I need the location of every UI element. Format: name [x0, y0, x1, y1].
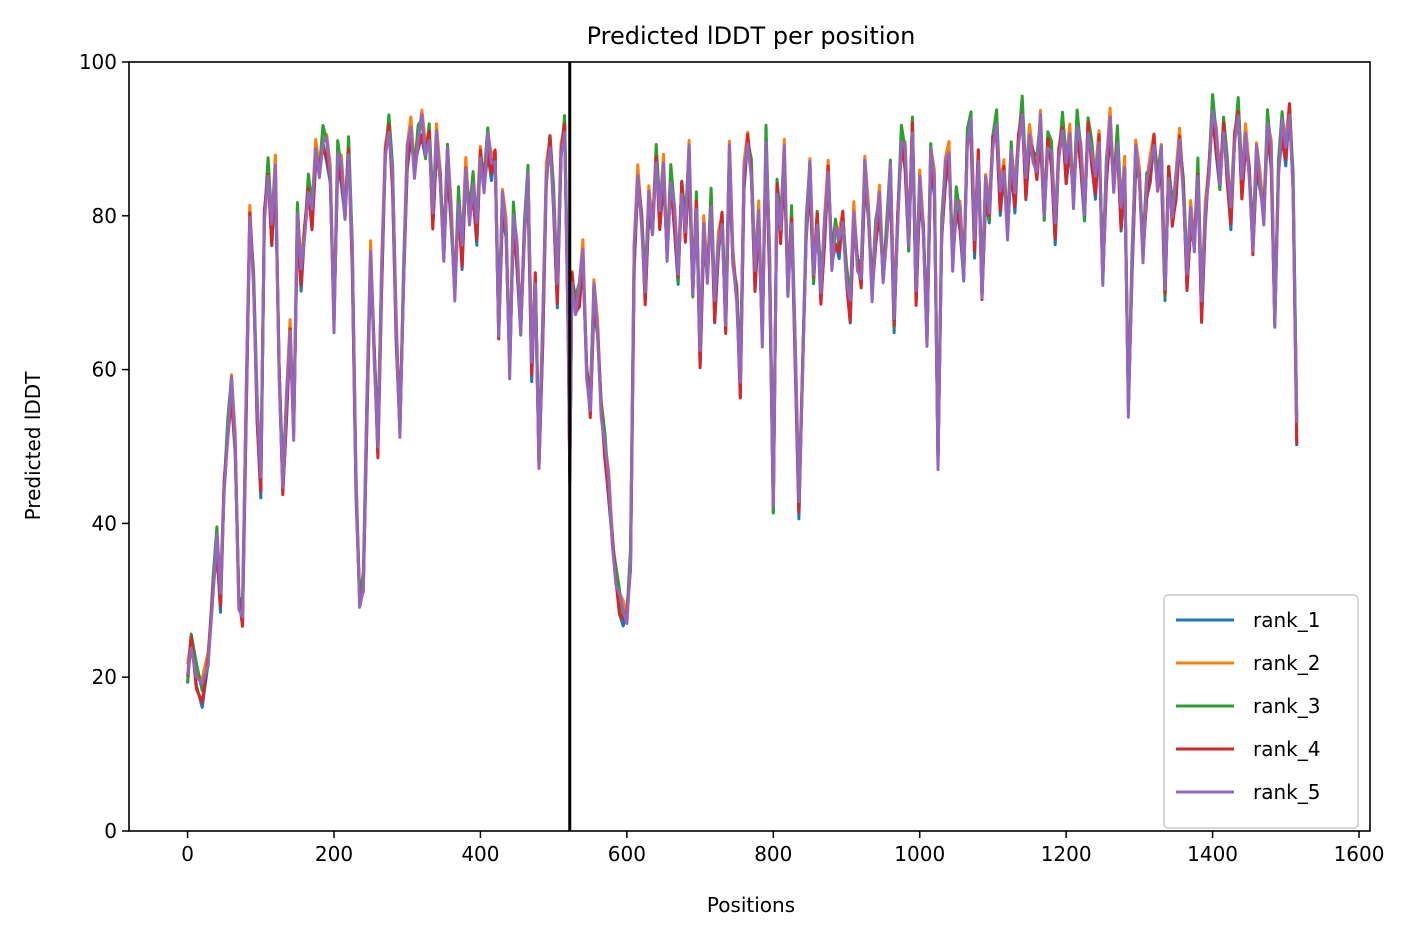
legend: rank_1 rank_2 rank_3 rank_4 rank_5 — [1163, 594, 1359, 829]
y-tick-label: 100 — [79, 50, 117, 74]
legend-label-rank_4: rank_4 — [1253, 737, 1320, 761]
x-tick-label: 1200 — [1041, 842, 1092, 866]
legend-label-rank_1: rank_1 — [1253, 608, 1320, 632]
plot-lines — [186, 93, 1299, 709]
x-tick-label: 200 — [315, 842, 353, 866]
x-tick-label: 1000 — [894, 842, 945, 866]
y-tick-label: 40 — [92, 511, 117, 535]
legend-label-rank_3: rank_3 — [1253, 694, 1320, 718]
series-line-rank_5 — [186, 109, 1299, 685]
x-axis-ticks: 0 200 400 600 800 1000 1200 1400 1600 — [181, 831, 1384, 866]
y-tick-label: 0 — [104, 819, 117, 843]
legend-frame — [1163, 594, 1359, 829]
legend-label-rank_2: rank_2 — [1253, 651, 1320, 675]
x-tick-label: 400 — [461, 842, 499, 866]
y-tick-label: 60 — [92, 358, 117, 382]
y-axis-ticks: 0 20 40 60 80 100 — [79, 50, 129, 843]
legend-label-rank_5: rank_5 — [1253, 780, 1320, 804]
x-tick-label: 600 — [608, 842, 646, 866]
chart-title: Predicted lDDT per position — [587, 22, 916, 50]
x-tick-label: 800 — [754, 842, 792, 866]
x-axis-label: Positions — [707, 893, 795, 917]
y-axis-label: Predicted lDDT — [21, 371, 45, 521]
y-tick-label: 20 — [92, 665, 117, 689]
x-tick-label: 1400 — [1187, 842, 1238, 866]
x-tick-label: 0 — [181, 842, 194, 866]
x-tick-label: 1600 — [1334, 842, 1385, 866]
plot-frame — [128, 61, 1371, 832]
y-tick-label: 80 — [92, 204, 117, 228]
